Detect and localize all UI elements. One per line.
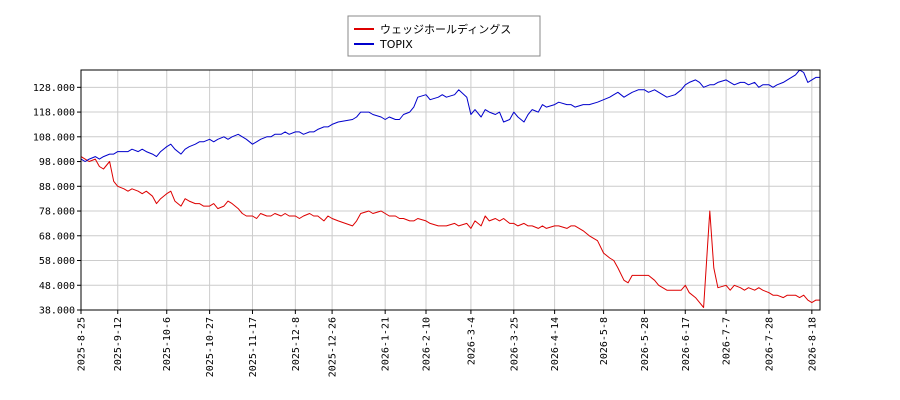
grid-lines [80,70,820,311]
y-tick-label: 68.000 [39,231,75,242]
plot-frame [80,69,821,311]
x-tick-label: 2025-10-27 [205,317,216,377]
y-tick-label: 48.000 [39,281,75,292]
x-tick-label: 2026-4-14 [550,317,561,371]
x-tick-label: 2026-7-7 [722,317,733,365]
y-tick-label: 78.000 [39,207,75,218]
series-line-topix [80,69,820,162]
x-tick-label: 2026-3-25 [509,317,520,371]
plot-background [81,70,820,310]
y-tick-label: 98.000 [39,157,75,168]
y-tick-label: 58.000 [39,256,75,267]
legend-entry-label: ウェッジホールディングス [380,22,511,36]
y-tick-label: 88.000 [39,182,75,193]
y-axis: 38.000 48.000 58.000 68.000 78.000 88.000 98.0… [33,83,81,317]
series-layer [80,69,820,308]
y-tick-label: 38.000 [39,306,75,317]
x-tick-label: 2025-9-12 [113,317,124,371]
x-axis: 2025-8-25 2025-9-12 2025-10-6 2025-10-27 202… [77,310,818,377]
x-tick-label: 2026-3-4 [466,317,477,365]
legend-box [347,15,541,57]
series-line-wedge-holdings [80,156,820,308]
x-tick-label: 2026-7-28 [764,317,775,371]
x-tick-label: 2025-12-26 [328,317,339,377]
x-tick-label: 2026-8-18 [807,317,818,371]
x-tick-label: 2026-2-10 [422,317,433,371]
x-tick-label: 2025-11-17 [248,317,259,377]
x-tick-label: 2026-5-28 [640,317,651,371]
y-tick-label: 118.000 [33,108,75,119]
y-tick-label: 108.000 [33,132,75,143]
x-tick-label: 2026-1-21 [381,317,392,371]
x-tick-label: 2026-5-8 [599,317,610,365]
x-tick-label: 2025-10-6 [162,317,173,371]
legend: ウェッジホールディングス TOPIX [347,15,541,57]
legend-entry-label: TOPIX [379,38,413,51]
x-tick-label: 2025-8-25 [77,317,88,371]
y-tick-label: 128.000 [33,83,75,94]
x-tick-label: 2026-6-17 [681,317,692,371]
x-tick-label: 2025-12-8 [291,317,302,371]
